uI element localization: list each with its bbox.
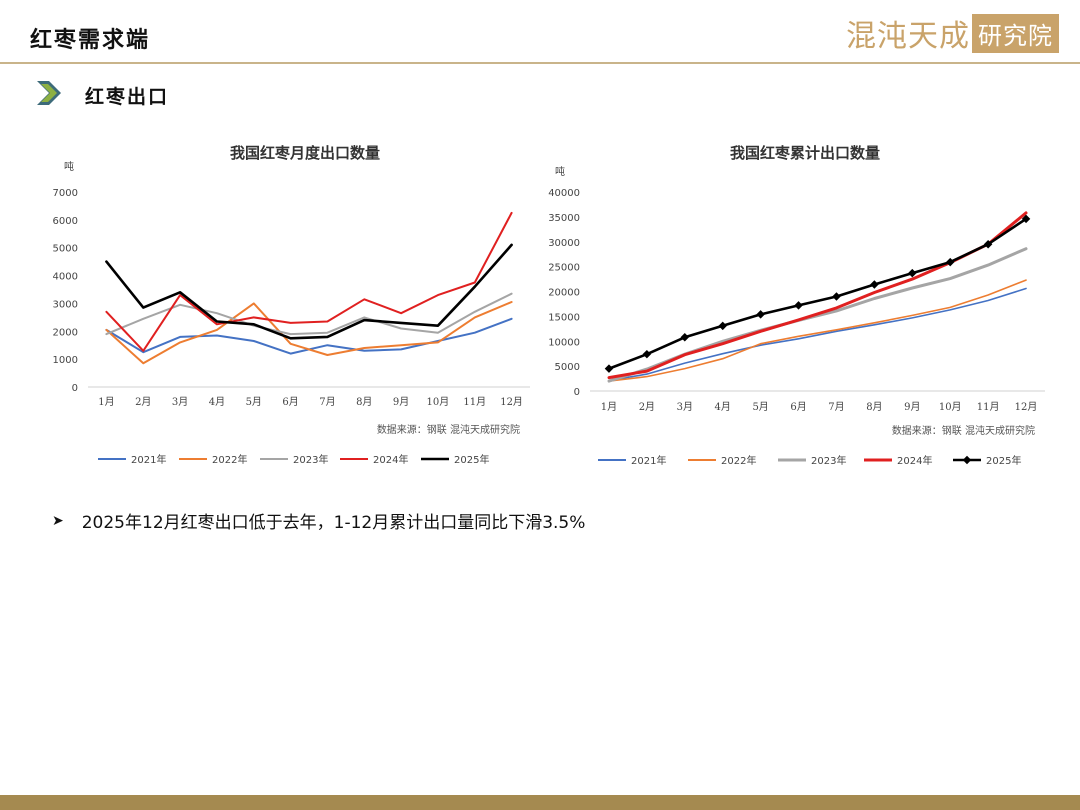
y-tick-label: 30000 bbox=[548, 238, 580, 249]
series-line-2025年 bbox=[607, 217, 1028, 370]
x-tick-label: 12月 bbox=[500, 396, 523, 408]
y-tick-label: 40000 bbox=[548, 188, 580, 199]
x-tick-label: 3月 bbox=[677, 401, 693, 413]
bullet-point: ➤ 2025年12月红枣出口低于去年，1-12月累计出口量同比下滑3.5% bbox=[52, 508, 586, 534]
x-tick-label: 11月 bbox=[977, 401, 1000, 413]
legend-label: 2022年 bbox=[212, 453, 247, 466]
chart-title: 我国红枣月度出口数量 bbox=[230, 144, 380, 162]
series-line-2024年 bbox=[105, 211, 513, 352]
source-note: 数据来源：钢联 混沌天成研究院 bbox=[892, 424, 1035, 437]
brand-logo: 混沌天成 研究院 bbox=[846, 13, 1059, 54]
data-point bbox=[604, 364, 614, 373]
y-tick-label: 5000 bbox=[53, 244, 78, 255]
data-point bbox=[642, 349, 652, 359]
x-tick-label: 2月 bbox=[135, 396, 151, 408]
data-point bbox=[832, 292, 841, 301]
series-line-2024年 bbox=[607, 211, 1028, 380]
y-tick-label: 15000 bbox=[548, 312, 580, 323]
y-tick-label: 6000 bbox=[53, 216, 78, 227]
x-tick-label: 7月 bbox=[319, 396, 335, 408]
arrowhead-icon: ➤ bbox=[52, 512, 64, 529]
y-tick-label: 0 bbox=[72, 383, 78, 394]
series-line-2022年 bbox=[105, 301, 513, 365]
page-title: 红枣需求端 bbox=[30, 28, 151, 53]
x-tick-label: 7月 bbox=[828, 401, 844, 413]
legend-label: 2025年 bbox=[986, 454, 1021, 467]
x-tick-label: 8月 bbox=[356, 396, 372, 408]
source-note: 数据来源：钢联 混沌天成研究院 bbox=[377, 423, 520, 436]
footer-bar bbox=[0, 795, 1080, 810]
x-tick-label: 10月 bbox=[427, 396, 450, 408]
data-point bbox=[680, 333, 690, 342]
y-tick-label: 3000 bbox=[53, 299, 78, 310]
x-tick-label: 4月 bbox=[209, 396, 225, 408]
chevron-right-icon bbox=[37, 81, 61, 105]
x-tick-label: 1月 bbox=[98, 396, 114, 408]
data-point bbox=[718, 321, 727, 331]
chart-title: 我国红枣累计出口数量 bbox=[730, 144, 880, 162]
series-line-2022年 bbox=[608, 279, 1027, 382]
y-tick-label: 7000 bbox=[53, 188, 78, 199]
series-line-2021年 bbox=[608, 287, 1027, 382]
y-tick-label: 5000 bbox=[555, 362, 580, 373]
data-point bbox=[1021, 214, 1031, 224]
y-tick-label: 1000 bbox=[53, 355, 78, 366]
y-tick-label: 20000 bbox=[548, 288, 580, 299]
x-tick-label: 9月 bbox=[393, 396, 409, 408]
series-line-2023年 bbox=[105, 292, 513, 336]
y-axis-unit: 吨 bbox=[64, 160, 74, 173]
x-tick-label: 9月 bbox=[904, 401, 920, 413]
data-point bbox=[756, 310, 765, 319]
legend-label: 2025年 bbox=[454, 453, 489, 466]
data-point bbox=[870, 280, 879, 289]
x-tick-label: 2月 bbox=[639, 401, 655, 413]
x-tick-label: 4月 bbox=[715, 401, 731, 413]
y-tick-label: 25000 bbox=[548, 263, 580, 274]
x-tick-label: 10月 bbox=[939, 401, 962, 413]
x-tick-label: 5月 bbox=[752, 401, 768, 413]
section-title: 红枣出口 bbox=[85, 86, 170, 108]
legend-label: 2024年 bbox=[897, 454, 932, 467]
x-tick-label: 11月 bbox=[463, 396, 486, 408]
x-tick-label: 12月 bbox=[1015, 401, 1038, 413]
x-tick-label: 1月 bbox=[601, 401, 617, 413]
legend-label: 2023年 bbox=[293, 453, 328, 466]
data-point bbox=[794, 301, 803, 310]
logo-text: 混沌天成 bbox=[846, 19, 970, 54]
data-point bbox=[908, 268, 917, 278]
x-tick-label: 3月 bbox=[172, 396, 188, 408]
y-tick-label: 35000 bbox=[548, 213, 580, 224]
y-axis-unit: 吨 bbox=[555, 165, 565, 178]
legend-label: 2021年 bbox=[631, 454, 666, 467]
legend-label: 2022年 bbox=[721, 454, 756, 467]
x-tick-label: 6月 bbox=[790, 401, 806, 413]
y-tick-label: 4000 bbox=[53, 272, 78, 283]
legend-label: 2023年 bbox=[811, 454, 846, 467]
legend-marker bbox=[962, 455, 972, 465]
logo-box-text: 研究院 bbox=[972, 13, 1059, 53]
data-point bbox=[945, 257, 955, 267]
header-divider bbox=[0, 62, 1080, 64]
x-tick-label: 6月 bbox=[282, 396, 298, 408]
x-tick-label: 5月 bbox=[246, 396, 262, 408]
bullet-text: 2025年12月红枣出口低于去年，1-12月累计出口量同比下滑3.5% bbox=[81, 513, 586, 533]
y-tick-label: 0 bbox=[574, 387, 580, 398]
x-tick-label: 8月 bbox=[866, 401, 882, 413]
legend-label: 2024年 bbox=[373, 453, 408, 466]
series-line-2025年 bbox=[105, 243, 513, 340]
y-tick-label: 2000 bbox=[53, 327, 78, 338]
legend-label: 2021年 bbox=[131, 453, 166, 466]
y-tick-label: 10000 bbox=[548, 337, 580, 348]
